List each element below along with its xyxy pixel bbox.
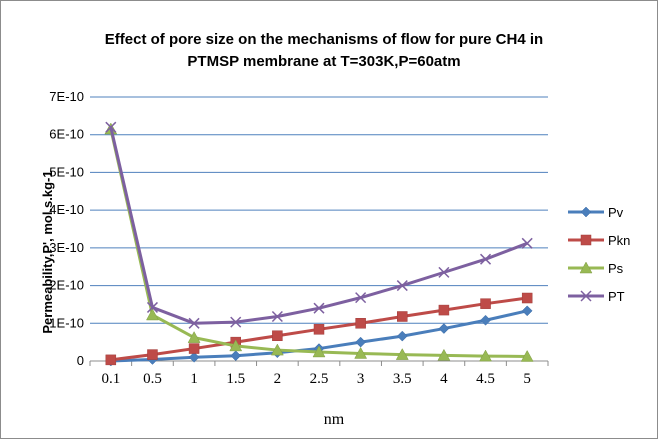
legend-label-ps: Ps xyxy=(608,261,624,276)
x-tick-label: 0.5 xyxy=(143,371,162,387)
legend-label-pv: Pv xyxy=(608,205,624,220)
x-tick-label: 2 xyxy=(274,371,282,387)
point-ps xyxy=(479,349,492,362)
y-axis-label: Permeability,P', mol.s.kg-1 xyxy=(40,170,55,333)
point-pv xyxy=(230,350,242,362)
chart-title-line-2: PTMSP membrane at T=303K,P=60atm xyxy=(187,53,460,70)
point-pv xyxy=(480,314,491,326)
y-tick-label: 3E-10 xyxy=(49,240,84,255)
point-pkn xyxy=(521,292,533,304)
point-ps xyxy=(146,308,159,321)
point-pv xyxy=(355,336,366,348)
point-pt xyxy=(438,266,450,278)
series-line-pt xyxy=(109,126,528,325)
chart-title-line-1: Effect of pore size on the mechanisms of… xyxy=(105,31,543,48)
point-pkn xyxy=(188,343,200,354)
point-pt xyxy=(355,292,367,304)
point-pkn xyxy=(313,324,325,335)
x-tick-label: 4.5 xyxy=(476,371,495,387)
point-ps xyxy=(270,343,284,356)
point-pkn xyxy=(105,354,117,366)
point-pkn xyxy=(272,330,283,341)
point-ps xyxy=(437,348,451,361)
point-pt xyxy=(396,280,408,292)
y-tick-label: 0 xyxy=(77,353,84,368)
y-tick-label: 6E-10 xyxy=(49,127,84,142)
x-tick-label: 2.5 xyxy=(310,371,329,387)
point-pv xyxy=(521,305,533,317)
y-tick-label: 2E-10 xyxy=(49,278,84,293)
legend-label-pkn: Pkn xyxy=(608,233,630,248)
point-ps xyxy=(520,349,534,362)
series-layer xyxy=(104,121,534,367)
x-axis-ticks: 0.1 0.5 1 1.5 2 2.5 3 3.5 4 4.5 5 xyxy=(89,361,549,387)
x-tick-label: 1.5 xyxy=(226,371,245,387)
point-pt xyxy=(313,302,325,314)
legend-label-pt: PT xyxy=(608,289,625,304)
x-tick-label: 3 xyxy=(357,371,365,387)
y-tick-label: 1E-10 xyxy=(49,315,84,330)
point-pv xyxy=(188,351,200,363)
legend-marker-ps xyxy=(579,261,593,274)
point-ps xyxy=(354,346,368,359)
x-tick-label: 5 xyxy=(523,371,531,387)
legend-marker-pt xyxy=(580,290,592,302)
point-ps xyxy=(312,345,326,358)
point-pt xyxy=(188,317,200,329)
point-pt xyxy=(146,301,158,313)
y-tick-label: 4E-10 xyxy=(49,202,84,217)
x-tick-label: 3.5 xyxy=(393,371,412,387)
legend-marker-pkn xyxy=(580,234,592,246)
point-pt xyxy=(271,310,283,323)
legend: Pv Pkn Ps PT xyxy=(568,205,630,304)
x-tick-label: 1 xyxy=(190,371,198,387)
y-tick-label: 5E-10 xyxy=(49,164,84,179)
point-pkn xyxy=(355,318,366,329)
point-ps xyxy=(395,348,409,360)
point-pv xyxy=(396,330,408,342)
x-tick-label: 4 xyxy=(440,371,448,387)
x-axis-label: nm xyxy=(324,411,345,428)
point-pt xyxy=(480,253,492,265)
point-pt xyxy=(105,121,117,133)
y-axis-ticks: 0 1E-10 2E-10 3E-10 4E-10 5E-10 6E-10 7E-10 xyxy=(49,89,84,368)
legend-marker-pv xyxy=(580,206,592,218)
x-tick-label: 0.1 xyxy=(101,371,120,387)
point-ps xyxy=(229,339,243,352)
point-pkn xyxy=(480,298,491,309)
point-pkn xyxy=(397,311,408,322)
point-ps xyxy=(187,331,201,343)
point-pkn xyxy=(438,304,450,316)
point-pt xyxy=(230,316,242,328)
point-pv xyxy=(438,323,450,334)
point-pt xyxy=(521,237,533,249)
point-pkn xyxy=(147,349,158,360)
y-tick-label: 7E-10 xyxy=(49,89,84,104)
series-line-ps xyxy=(109,128,528,358)
